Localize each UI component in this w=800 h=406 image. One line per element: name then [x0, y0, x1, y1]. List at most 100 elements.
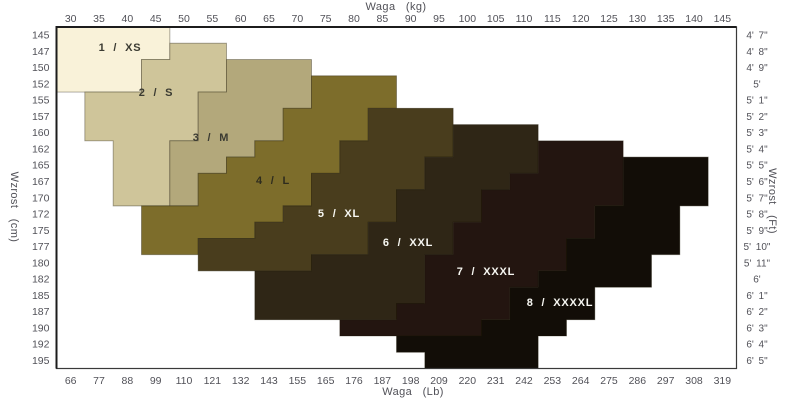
tick-label-lb: 319	[714, 375, 732, 387]
band-label-xxxxl: 8 / XXXXL	[527, 297, 594, 309]
tick-label-lb: 176	[345, 375, 363, 387]
tick-label-cm: 185	[32, 290, 50, 302]
tick-label-ft: 5' 3"	[746, 128, 768, 139]
tick-label-ft: 6' 3"	[746, 323, 768, 334]
tick-label-ft: 5'	[753, 79, 761, 90]
tick-label-lb: 187	[374, 375, 392, 387]
tick-label-kg: 110	[516, 13, 533, 25]
tick-label-lb: 143	[260, 375, 278, 387]
tick-label-lb: 308	[685, 375, 703, 387]
tick-label-lb: 198	[402, 375, 420, 387]
tick-label-cm: 167	[32, 176, 50, 188]
tick-label-cm: 157	[32, 111, 50, 123]
tick-label-lb: 209	[430, 375, 448, 387]
tick-label-cm: 192	[32, 339, 50, 351]
tick-label-kg: 120	[572, 13, 590, 25]
tick-label-ft: 6' 2"	[746, 307, 768, 318]
plot-axis-lines	[55, 26, 737, 369]
right-axis-title: Wzrost (Ft)	[766, 168, 778, 234]
tick-label-lb: 77	[93, 375, 105, 387]
left-axis-title: Wzrost (cm)	[8, 171, 20, 243]
tick-label-lb: 297	[657, 375, 675, 387]
tick-label-lb: 275	[600, 375, 618, 387]
tick-label-cm: 162	[32, 143, 50, 155]
tick-label-cm: 165	[32, 160, 50, 172]
tick-label-ft: 5' 2"	[746, 112, 768, 123]
tick-label-ft: 6' 4"	[746, 340, 768, 351]
tick-label-cm: 147	[32, 46, 50, 58]
tick-label-lb: 121	[204, 375, 222, 387]
tick-label-lb: 264	[572, 375, 590, 387]
tick-label-cm: 172	[32, 209, 50, 221]
tick-label-ft: 5' 11"	[744, 258, 771, 269]
tick-label-cm: 195	[32, 355, 50, 367]
tick-label-kg: 60	[235, 13, 247, 25]
bottom-axis-title: Waga (Lb)	[382, 386, 444, 398]
tick-label-cm: 177	[32, 241, 50, 253]
tick-label-cm: 182	[32, 274, 50, 286]
tick-label-lb: 286	[629, 375, 647, 387]
tick-label-lb: 242	[515, 375, 533, 387]
tick-label-cm: 175	[32, 225, 50, 237]
tick-label-kg: 80	[348, 13, 360, 25]
tick-label-lb: 231	[487, 375, 505, 387]
band-label-l: 4 / L	[256, 175, 290, 187]
tick-label-ft: 5' 6"	[746, 177, 768, 188]
tick-label-ft: 5' 7"	[746, 193, 768, 204]
tick-label-kg: 85	[376, 13, 388, 25]
tick-label-ft: 6' 5"	[746, 356, 768, 367]
tick-label-cm: 190	[32, 322, 50, 334]
tick-label-ft: 5' 4"	[746, 144, 768, 155]
tick-label-lb: 110	[176, 375, 193, 387]
tick-label-kg: 70	[291, 13, 303, 25]
tick-label-kg: 90	[405, 13, 417, 25]
tick-label-ft: 6'	[753, 275, 761, 286]
tick-label-kg: 125	[600, 13, 618, 25]
band-label-s: 2 / S	[139, 87, 174, 99]
tick-label-lb: 88	[121, 375, 133, 387]
tick-label-kg: 115	[544, 13, 561, 25]
tick-label-kg: 35	[93, 13, 105, 25]
tick-label-kg: 45	[150, 13, 162, 25]
tick-label-kg: 130	[629, 13, 647, 25]
tick-label-cm: 150	[32, 62, 50, 74]
tick-label-ft: 5' 1"	[746, 96, 768, 107]
tick-label-ft: 4' 9"	[746, 63, 768, 74]
tick-label-lb: 132	[232, 375, 250, 387]
tick-label-cm: 160	[32, 127, 50, 139]
tick-label-kg: 105	[487, 13, 505, 25]
tick-label-kg: 30	[65, 13, 77, 25]
tick-label-kg: 135	[657, 13, 675, 25]
tick-label-kg: 65	[263, 13, 275, 25]
band-label-xs: 1 / XS	[99, 42, 142, 54]
tick-label-kg: 40	[121, 13, 133, 25]
tick-label-ft: 5' 10"	[744, 242, 771, 253]
tick-label-kg: 95	[433, 13, 445, 25]
tick-label-ft: 5' 8"	[746, 210, 768, 221]
top-axis-title: Waga (kg)	[365, 1, 427, 13]
tick-label-kg: 55	[206, 13, 218, 25]
band-label-xxxl: 7 / XXXL	[457, 266, 515, 278]
tick-label-ft: 5' 5"	[746, 161, 768, 172]
tick-label-lb: 253	[544, 375, 562, 387]
tick-label-cm: 145	[32, 30, 50, 42]
tick-label-cm: 152	[32, 78, 50, 90]
tick-label-cm: 180	[32, 257, 50, 269]
tick-label-lb: 155	[289, 375, 307, 387]
tick-label-cm: 155	[32, 95, 50, 107]
tick-label-lb: 66	[65, 375, 77, 387]
tick-label-kg: 50	[178, 13, 190, 25]
tick-label-ft: 5' 9"	[746, 226, 768, 237]
tick-label-lb: 220	[459, 375, 477, 387]
tick-label-ft: 4' 7"	[746, 31, 768, 42]
tick-label-kg: 100	[459, 13, 477, 25]
tick-label-kg: 145	[714, 13, 732, 25]
tick-label-kg: 140	[685, 13, 703, 25]
tick-label-ft: 6' 1"	[746, 291, 768, 302]
band-label-xxl: 6 / XXL	[383, 237, 433, 249]
tick-label-ft: 4' 8"	[746, 47, 768, 58]
band-label-m: 3 / M	[193, 132, 229, 144]
tick-label-cm: 170	[32, 192, 50, 204]
